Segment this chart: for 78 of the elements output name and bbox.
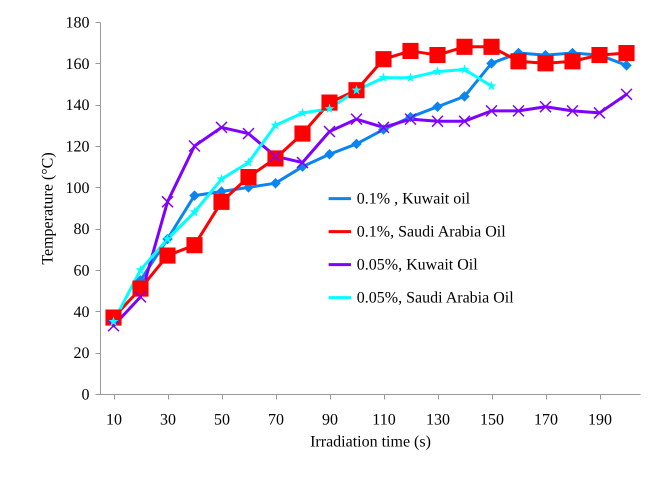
y-tick-label: 40 xyxy=(74,304,90,321)
point xyxy=(134,290,147,304)
point xyxy=(324,104,334,114)
point xyxy=(107,320,120,332)
point xyxy=(620,88,633,101)
point xyxy=(486,58,497,69)
point xyxy=(618,44,635,62)
point xyxy=(483,38,500,55)
point xyxy=(242,127,255,140)
point xyxy=(539,100,552,113)
y-tick-label: 60 xyxy=(74,262,90,280)
point xyxy=(377,121,390,134)
point xyxy=(159,247,176,264)
point xyxy=(378,72,388,82)
legend-label: 0.05%, Kuwait Oil xyxy=(356,256,478,274)
point xyxy=(404,112,417,126)
y-tick-label: 0 xyxy=(82,386,90,404)
point xyxy=(270,178,281,188)
x-tick-label: 30 xyxy=(160,412,176,428)
point xyxy=(215,121,228,134)
y-tick-label: 100 xyxy=(66,180,90,197)
x-tick-label: 90 xyxy=(322,412,338,428)
point xyxy=(186,237,203,254)
point xyxy=(244,157,254,167)
x-tick-label: 150 xyxy=(480,412,504,428)
point xyxy=(431,114,444,128)
point xyxy=(537,55,554,72)
point xyxy=(296,156,309,169)
point xyxy=(375,51,392,68)
point xyxy=(460,64,470,74)
point xyxy=(510,53,527,70)
point xyxy=(432,101,443,112)
y-tick-label: 140 xyxy=(66,97,90,114)
point xyxy=(189,190,200,201)
point xyxy=(458,114,471,128)
point xyxy=(621,60,632,71)
point xyxy=(190,206,200,216)
point xyxy=(512,104,525,118)
y-tick-label: 160 xyxy=(66,56,90,73)
y-tick-label: 120 xyxy=(66,138,90,156)
point xyxy=(270,120,280,130)
legend-label: 0.1%, Saudi Arabia Oil xyxy=(356,224,506,241)
point xyxy=(294,126,311,142)
x-axis-title: Irradiation time (s) xyxy=(310,434,431,450)
point xyxy=(566,104,579,118)
point xyxy=(485,104,498,118)
point xyxy=(486,80,496,90)
point xyxy=(298,108,308,118)
point xyxy=(429,47,446,64)
point xyxy=(240,168,257,186)
point xyxy=(216,174,226,184)
point xyxy=(136,264,146,274)
point xyxy=(132,280,149,297)
point xyxy=(161,196,174,208)
y-tick-label: 20 xyxy=(74,345,90,362)
y-tick-label: 180 xyxy=(66,14,90,32)
x-tick-label: 10 xyxy=(106,412,122,428)
x-tick-label: 170 xyxy=(534,412,558,428)
x-tick-label: 50 xyxy=(214,412,230,428)
point xyxy=(351,138,362,150)
y-tick-label: 80 xyxy=(74,221,90,238)
point xyxy=(456,38,473,55)
point xyxy=(402,42,419,59)
legend-label: 0.1% , Kuwait oil xyxy=(356,190,471,208)
point xyxy=(350,112,363,126)
legend-label: 0.05%, Saudi Arabia Oil xyxy=(356,290,514,307)
point xyxy=(459,91,470,102)
point xyxy=(324,149,335,160)
x-tick-label: 70 xyxy=(268,412,284,428)
point xyxy=(213,194,230,210)
point xyxy=(591,47,608,64)
point xyxy=(564,53,581,70)
x-tick-label: 190 xyxy=(588,412,612,428)
x-tick-label: 110 xyxy=(372,412,396,428)
point xyxy=(432,66,442,76)
x-tick-label: 130 xyxy=(426,412,450,428)
point xyxy=(593,106,606,120)
y-axis-title: Temperature (°C) xyxy=(40,152,56,265)
